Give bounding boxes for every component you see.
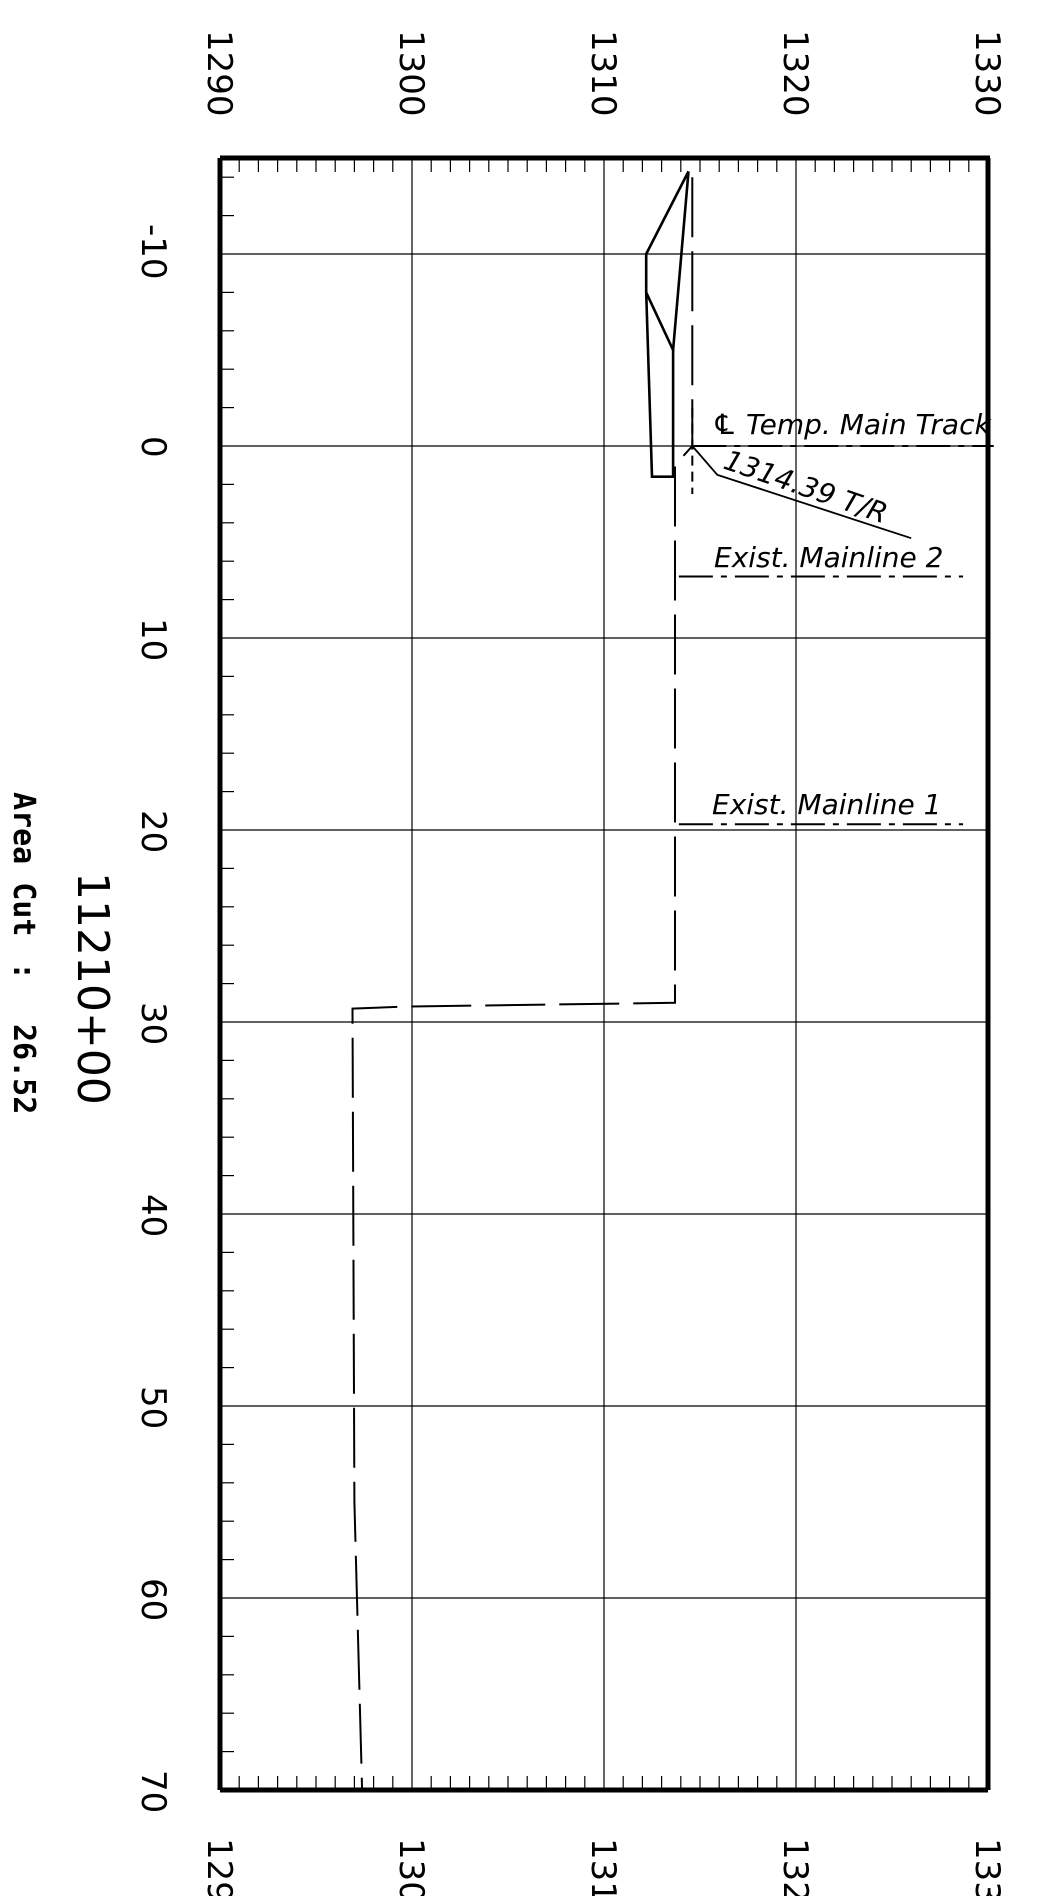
elevation-tick-label-top: 1290 (199, 30, 239, 117)
elevation-tick-label-bottom: 1330 (967, 1838, 1007, 1896)
station-label: 11210+00 (67, 872, 118, 1105)
offset-tick-label: 10 (133, 618, 173, 661)
plot-grid (220, 158, 988, 1790)
offset-tick-label: 20 (133, 810, 173, 853)
top-of-rail-label: 1314.39 T/R (720, 443, 892, 530)
elevation-tick-label-bottom: 1310 (583, 1838, 623, 1896)
elevation-tick-label-bottom: 1300 (391, 1838, 431, 1896)
area-cut-value: 26.52 (6, 1024, 41, 1114)
top-of-rail-leader (691, 445, 912, 540)
plot-frame (217, 155, 991, 1793)
offset-labels: -10 0 10 20 30 40 50 60 70 (133, 224, 173, 1813)
elevation-tick-label-top: 1320 (775, 30, 815, 117)
exist-mainline-1-label: Exist. Mainline 1 (712, 788, 942, 821)
offset-tick-label: 70 (133, 1770, 173, 1813)
area-cut-separator: : (6, 962, 41, 980)
existing-ground-line (351, 177, 694, 1791)
offset-tick-label: 30 (133, 1002, 173, 1045)
elevation-tick-label-top: 1310 (583, 30, 623, 117)
offset-tick-label: -10 (133, 224, 173, 280)
proposed-section-outline (644, 170, 690, 355)
elevation-tick-label-top: 1300 (391, 30, 431, 117)
temp-main-track-label: ℄ Temp. Main Track (712, 408, 992, 441)
elevation-tick-label-bottom: 1290 (199, 1838, 239, 1896)
offset-tick-label: 60 (133, 1578, 173, 1621)
profile-lines (351, 170, 994, 1791)
offset-tick-label: 0 (133, 436, 173, 458)
offset-tick-label: 40 (133, 1194, 173, 1237)
offset-tick-label: 50 (133, 1386, 173, 1429)
elevation-labels-bottom: 1290 1300 1310 1320 1330 (199, 1838, 1007, 1896)
area-cut-caption: Area Cut (6, 792, 41, 937)
exist-mainline-2-label: Exist. Mainline 2 (714, 541, 944, 574)
elevation-tick-label-bottom: 1320 (775, 1838, 815, 1896)
elevation-tick-label-top: 1330 (967, 30, 1007, 117)
elevation-labels-top: 1290 1300 1310 1320 1330 (199, 30, 1007, 117)
area-cut-label: Area Cut : 26.52 (6, 792, 41, 1114)
proposed-section-body (644, 292, 675, 479)
minor-ticks (220, 158, 970, 1790)
